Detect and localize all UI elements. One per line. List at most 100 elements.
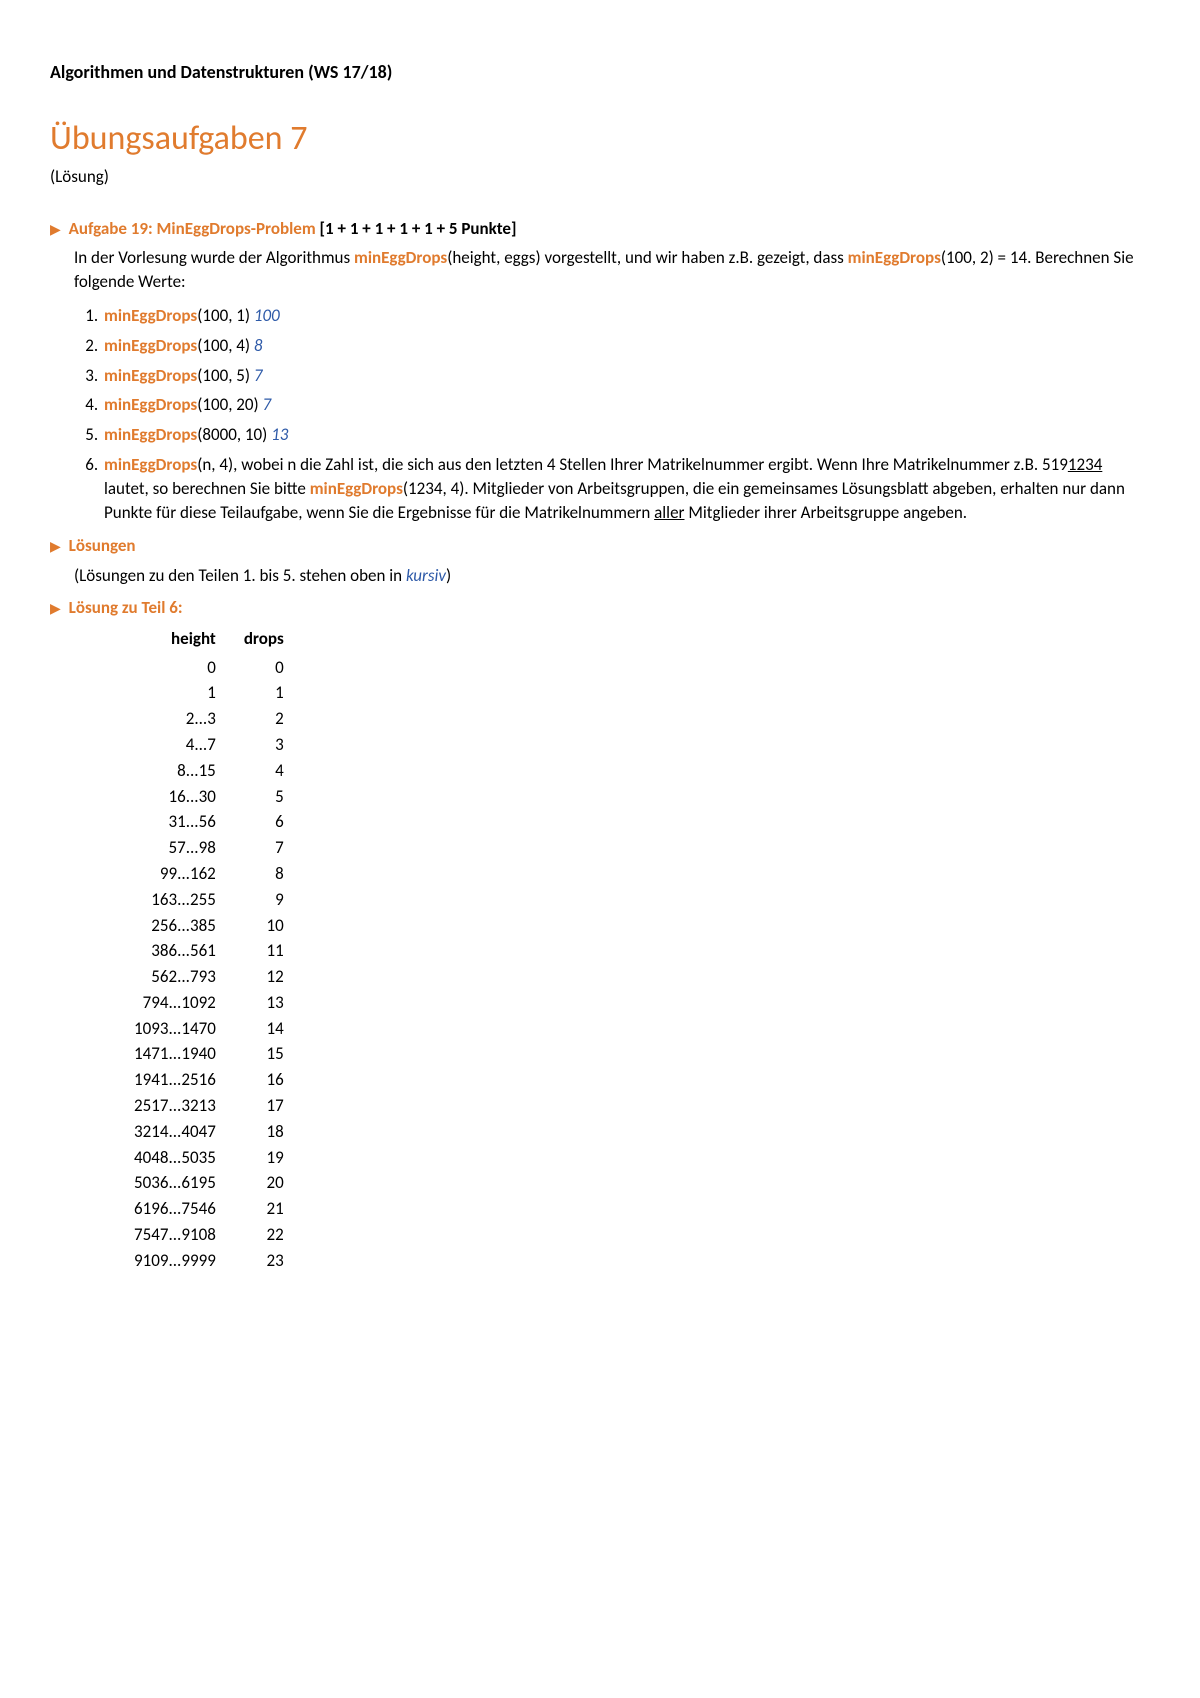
table-row: 9109...999923 (120, 1248, 298, 1274)
table-row: 1941...251616 (120, 1067, 298, 1093)
cell-height: 2...3 (120, 706, 230, 732)
cell-height: 2517...3213 (120, 1093, 230, 1119)
table-row: 2...32 (120, 706, 298, 732)
table-row: 00 (120, 655, 298, 681)
fn-name: minEggDrops (104, 365, 197, 386)
answer: 100 (254, 305, 280, 326)
table-row: 256...38510 (120, 913, 298, 939)
answer: 8 (254, 335, 263, 356)
table-row: 5036...619520 (120, 1170, 298, 1196)
fn-name: minEggDrops (104, 454, 197, 475)
text: lautet, so berechnen Sie bitte (104, 478, 310, 499)
fn-name: minEggDrops (104, 394, 197, 415)
fn-name: minEggDrops (848, 247, 941, 268)
cell-height: 386...561 (120, 938, 230, 964)
table-row: 6196...754621 (120, 1196, 298, 1222)
triangle-icon: ▶ (50, 599, 61, 619)
cell-height: 1471...1940 (120, 1041, 230, 1067)
cell-height: 1941...2516 (120, 1067, 230, 1093)
cell-drops: 14 (230, 1016, 298, 1042)
list-item: minEggDrops(n, 4), wobei n die Zahl ist,… (102, 453, 1150, 524)
text: (n, 4), wobei n die Zahl ist, die sich a… (197, 454, 1068, 475)
cell-drops: 18 (230, 1119, 298, 1145)
table-row: 57...987 (120, 835, 298, 861)
fn-name: minEggDrops (104, 335, 197, 356)
intro-text-a: In der Vorlesung wurde der Algorithmus (74, 247, 354, 268)
cell-height: 16...30 (120, 784, 230, 810)
cell-drops: 23 (230, 1248, 298, 1274)
fn-name: minEggDrops (104, 424, 197, 445)
page-subtitle: (Lösung) (50, 165, 1150, 189)
table-row: 16...305 (120, 784, 298, 810)
task-points-text: [1 + 1 + 1 + 1 + 1 + 5 Punkte] (320, 218, 517, 239)
underline-text: 1234 (1068, 454, 1102, 475)
cell-drops: 16 (230, 1067, 298, 1093)
cell-height: 794...1092 (120, 990, 230, 1016)
cell-height: 4...7 (120, 732, 230, 758)
underline-text: aller (654, 502, 684, 523)
cell-drops: 21 (230, 1196, 298, 1222)
answer: 7 (254, 365, 263, 386)
cell-drops: 1 (230, 680, 298, 706)
cell-drops: 3 (230, 732, 298, 758)
solution6-label: Lösung zu Teil 6: (69, 597, 183, 618)
course-header: Algorithmen und Datenstrukturen (WS 17/1… (50, 60, 1150, 85)
cell-height: 6196...7546 (120, 1196, 230, 1222)
cell-drops: 4 (230, 758, 298, 784)
table-header-row: height drops (120, 626, 298, 655)
solutions-note: (Lösungen zu den Teilen 1. bis 5. stehen… (74, 564, 1150, 588)
cell-height: 5036...6195 (120, 1170, 230, 1196)
cell-drops: 17 (230, 1093, 298, 1119)
table-row: 31...566 (120, 809, 298, 835)
table-row: 8...154 (120, 758, 298, 784)
solutions-note-kursiv: kursiv (406, 565, 446, 586)
cell-height: 7547...9108 (120, 1222, 230, 1248)
cell-drops: 19 (230, 1145, 298, 1171)
fn-args: (100, 4) (197, 335, 254, 356)
solutions-heading: ▶ Lösungen (50, 534, 1150, 558)
cell-drops: 0 (230, 655, 298, 681)
fn-args: (8000, 10) (197, 424, 271, 445)
fn-args: (100, 20) (197, 394, 262, 415)
solutions-note-a: (Lösungen zu den Teilen 1. bis 5. stehen… (74, 565, 406, 586)
cell-height: 8...15 (120, 758, 230, 784)
cell-drops: 9 (230, 887, 298, 913)
cell-drops: 20 (230, 1170, 298, 1196)
task-intro: In der Vorlesung wurde der Algorithmus m… (74, 246, 1150, 294)
list-item: minEggDrops(100, 1) 100 (102, 304, 1150, 328)
cell-drops: 22 (230, 1222, 298, 1248)
col-height: height (120, 626, 230, 655)
cell-height: 0 (120, 655, 230, 681)
table-row: 3214...404718 (120, 1119, 298, 1145)
fn-args: (100, 1) (197, 305, 254, 326)
table-row: 1471...194015 (120, 1041, 298, 1067)
table-row: 163...2559 (120, 887, 298, 913)
solutions-label: Lösungen (69, 535, 136, 556)
task-heading: ▶ Aufgabe 19: MinEggDrops-Problem [1 + 1… (50, 217, 1150, 241)
table-row: 99...1628 (120, 861, 298, 887)
cell-drops: 5 (230, 784, 298, 810)
fn-name: minEggDrops (104, 305, 197, 326)
solutions-note-b: ) (446, 565, 451, 586)
cell-height: 9109...9999 (120, 1248, 230, 1274)
cell-drops: 8 (230, 861, 298, 887)
fn-name: minEggDrops (354, 247, 447, 268)
cell-height: 3214...4047 (120, 1119, 230, 1145)
solution6-heading: ▶ Lösung zu Teil 6: (50, 596, 1150, 620)
fn-args: (100, 5) (197, 365, 254, 386)
cell-height: 99...162 (120, 861, 230, 887)
answer: 7 (263, 394, 272, 415)
cell-drops: 2 (230, 706, 298, 732)
table-row: 386...56111 (120, 938, 298, 964)
table-row: 4048...503519 (120, 1145, 298, 1171)
problem-list: minEggDrops(100, 1) 100minEggDrops(100, … (74, 304, 1150, 524)
intro-text-b: (height, eggs) vorgestellt, und wir habe… (447, 247, 847, 268)
table-row: 794...109213 (120, 990, 298, 1016)
cell-drops: 13 (230, 990, 298, 1016)
cell-height: 31...56 (120, 809, 230, 835)
table-row: 4...73 (120, 732, 298, 758)
table-row: 1093...147014 (120, 1016, 298, 1042)
fn-name: minEggDrops (310, 478, 403, 499)
list-item: minEggDrops(100, 5) 7 (102, 364, 1150, 388)
list-item: minEggDrops(8000, 10) 13 (102, 423, 1150, 447)
